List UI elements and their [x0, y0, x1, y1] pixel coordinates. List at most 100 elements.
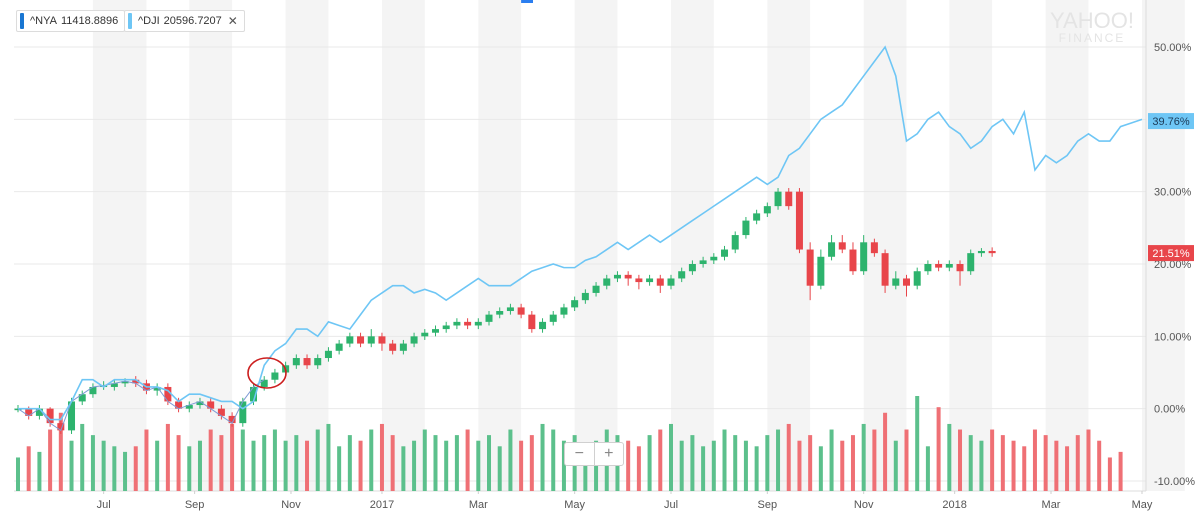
- candle-body: [817, 256, 825, 286]
- volume-bar: [1065, 446, 1070, 491]
- ticker-chip-dji[interactable]: ^DJI 20596.7207 ✕: [124, 10, 245, 32]
- annotation-circle: [247, 357, 287, 389]
- volume-bar: [990, 429, 995, 491]
- candle-body: [753, 213, 761, 221]
- candle-body: [303, 358, 311, 366]
- volume-bar: [465, 429, 470, 491]
- volume-bar: [786, 423, 791, 491]
- candle-body: [175, 401, 183, 409]
- volume-bar: [347, 435, 352, 491]
- candle-body: [795, 191, 803, 250]
- candle-body: [357, 336, 365, 344]
- candle-body: [721, 249, 729, 257]
- volume-bar: [379, 423, 384, 491]
- y-tick-label: -10.00%: [1154, 476, 1195, 488]
- candle-body: [164, 386, 172, 402]
- candle-body: [881, 253, 889, 286]
- candle-body: [603, 278, 611, 286]
- volume-bar: [808, 435, 813, 491]
- volume-bar: [958, 429, 963, 491]
- volume-bar: [722, 429, 727, 491]
- volume-bar: [583, 446, 588, 491]
- volume-bar: [1107, 457, 1112, 491]
- candle-body: [731, 235, 739, 250]
- volume-bar: [647, 435, 652, 491]
- candle-body: [774, 191, 782, 207]
- candle-body: [399, 343, 407, 351]
- volume-bar: [497, 446, 502, 491]
- volume-bar: [1032, 429, 1037, 491]
- volume-bar: [979, 440, 984, 491]
- dji-value: 20596.7207: [163, 15, 222, 27]
- volume-bar: [197, 440, 202, 491]
- candle-body: [838, 242, 846, 250]
- volume-bar: [658, 429, 663, 491]
- watermark-line2: FINANCE: [1058, 31, 1126, 45]
- volume-bar: [1000, 435, 1005, 491]
- volume-bar: [883, 412, 888, 491]
- candle-body: [592, 285, 600, 293]
- candle-body: [346, 336, 354, 344]
- candle-body: [250, 386, 258, 402]
- volume-bar: [1054, 440, 1059, 491]
- candle-body: [271, 372, 279, 380]
- volume-bar: [176, 435, 181, 491]
- candle-body: [68, 401, 76, 431]
- x-tick-label: Mar: [469, 499, 488, 511]
- candle-body: [57, 423, 65, 431]
- zoom-out-button[interactable]: −: [574, 445, 584, 462]
- candle-body: [892, 278, 900, 286]
- candle-body: [442, 325, 450, 330]
- volume-bar: [561, 440, 566, 491]
- volume-bar: [294, 435, 299, 491]
- volume-bar: [636, 446, 641, 491]
- zoom-in-button[interactable]: +: [604, 445, 614, 462]
- zoom-control: − +: [564, 442, 624, 466]
- candle-body: [571, 300, 579, 308]
- background-band: [949, 0, 993, 491]
- candle-body: [496, 311, 504, 315]
- volume-bar: [626, 440, 631, 491]
- zoom-divider: [593, 443, 595, 465]
- candle-body: [539, 321, 547, 330]
- candle-body: [688, 264, 696, 272]
- candle-body: [935, 264, 943, 268]
- volume-bar: [262, 435, 267, 491]
- candle-body: [517, 307, 525, 315]
- ticker-chip-nya[interactable]: ^NYA 11418.8896: [16, 10, 126, 32]
- x-tick-label: Jul: [97, 499, 111, 511]
- candle-body: [207, 401, 215, 409]
- volume-bar: [668, 423, 673, 491]
- candle-body: [967, 253, 975, 272]
- volume-bar: [1097, 440, 1102, 491]
- candle-body: [260, 379, 268, 387]
- x-tick-label: Mar: [1042, 499, 1061, 511]
- remove-dji-close-icon[interactable]: ✕: [227, 14, 238, 28]
- volume-bar: [133, 446, 138, 491]
- candle-body: [292, 358, 300, 366]
- background-band: [1045, 0, 1089, 491]
- volume-bar: [1011, 440, 1016, 491]
- volume-bar: [187, 446, 192, 491]
- candle-body: [860, 242, 868, 272]
- candle-body: [613, 274, 621, 279]
- nya-symbol: ^NYA: [30, 15, 57, 27]
- volume-bar: [101, 440, 106, 491]
- background-band: [478, 0, 522, 491]
- candle-body: [656, 278, 664, 286]
- volume-bar: [390, 435, 395, 491]
- y-tick-label: 0.00%: [1154, 404, 1185, 416]
- dji-last-value-badge: 39.76%: [1152, 116, 1190, 128]
- volume-bar: [936, 407, 941, 491]
- x-tick-label: Sep: [185, 499, 205, 511]
- volume-bar: [904, 429, 909, 491]
- volume-bar: [208, 429, 213, 491]
- volume-bar: [1043, 435, 1048, 491]
- volume-bar: [1075, 435, 1080, 491]
- candle-body: [185, 405, 193, 409]
- candle-body: [217, 408, 225, 416]
- candle-body: [646, 278, 654, 283]
- volume-bar: [144, 429, 149, 491]
- candle-body: [196, 401, 204, 406]
